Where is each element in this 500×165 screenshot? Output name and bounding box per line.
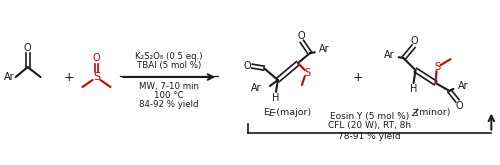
Text: +: +	[63, 71, 74, 83]
Text: S: S	[93, 72, 100, 82]
Text: O: O	[92, 53, 100, 63]
Text: E -(major): E -(major)	[264, 108, 312, 117]
Text: CFL (20 W), RT, 8h: CFL (20 W), RT, 8h	[328, 121, 411, 130]
Text: 84-92 % yield: 84-92 % yield	[140, 100, 199, 109]
Text: Eosin Y (5 mol %): Eosin Y (5 mol %)	[330, 112, 409, 121]
Text: O: O	[456, 101, 463, 111]
Text: Ar: Ar	[319, 44, 330, 54]
Text: H: H	[410, 84, 417, 94]
Text: MW, 7-10 min: MW, 7-10 min	[139, 82, 199, 91]
Text: TBAI (5 mol %): TBAI (5 mol %)	[137, 61, 202, 70]
Text: O: O	[297, 31, 304, 41]
Text: K₂S₂O₈ (0.5 eq.): K₂S₂O₈ (0.5 eq.)	[136, 52, 203, 61]
Text: -(minor): -(minor)	[412, 108, 451, 117]
Text: Ar: Ar	[4, 72, 14, 82]
Text: 100 °C: 100 °C	[154, 91, 184, 100]
Text: 78-91 % yield: 78-91 % yield	[338, 132, 401, 141]
Text: S: S	[434, 62, 440, 72]
Text: O: O	[24, 43, 32, 53]
Text: S: S	[305, 68, 311, 78]
Text: Ar: Ar	[458, 81, 468, 91]
Text: Ar: Ar	[252, 83, 262, 93]
Text: +: +	[352, 71, 363, 83]
Text: O: O	[243, 61, 251, 71]
Text: H: H	[272, 93, 280, 103]
Text: $Z$: $Z$	[411, 107, 420, 118]
Text: Ar: Ar	[384, 50, 394, 60]
Text: $E$: $E$	[268, 107, 276, 118]
Text: O: O	[410, 36, 418, 46]
